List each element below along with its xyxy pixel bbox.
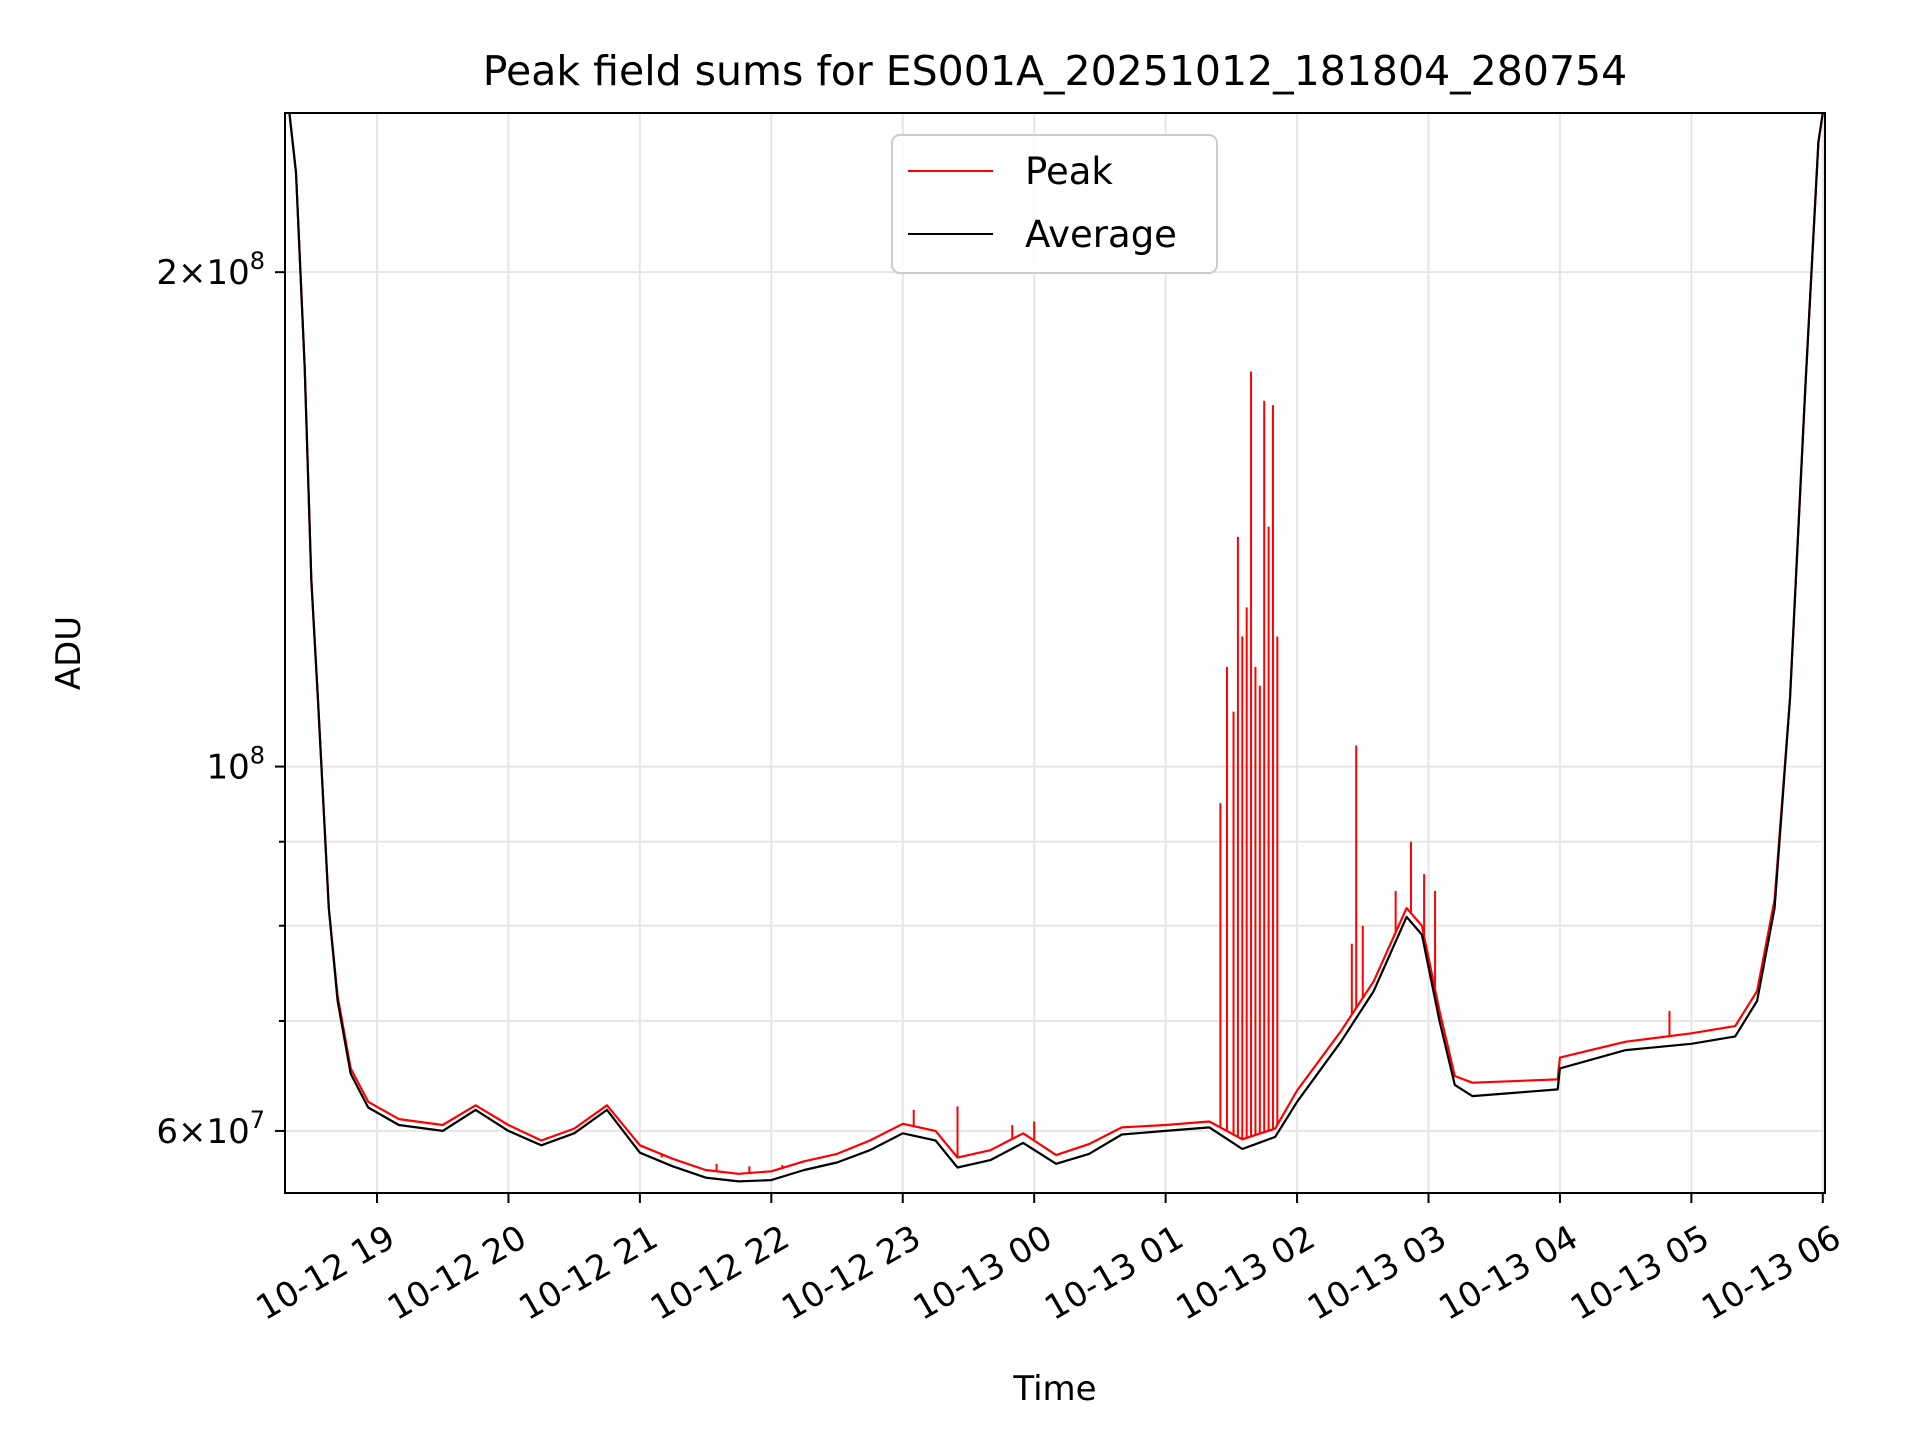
legend-label-average: Average <box>1025 213 1177 256</box>
series-line-peak <box>288 113 1824 1175</box>
x-axis-label: Time <box>1012 1369 1096 1409</box>
series-line-average <box>288 113 1824 1183</box>
y-tick-label: 2×108 <box>156 247 265 293</box>
y-tick-label: 108 <box>206 742 265 788</box>
axes-frame <box>284 112 1826 1194</box>
plot-area <box>288 113 1824 1183</box>
legend-box <box>891 134 1218 274</box>
y-axis-label: ADU <box>49 616 89 690</box>
chart-title: Peak field sums for ES001A_20251012_1818… <box>483 47 1627 95</box>
legend-label-peak: Peak <box>1025 150 1113 193</box>
legend: Peak Average <box>891 134 1218 274</box>
y-tick-label: 6×107 <box>156 1106 265 1152</box>
